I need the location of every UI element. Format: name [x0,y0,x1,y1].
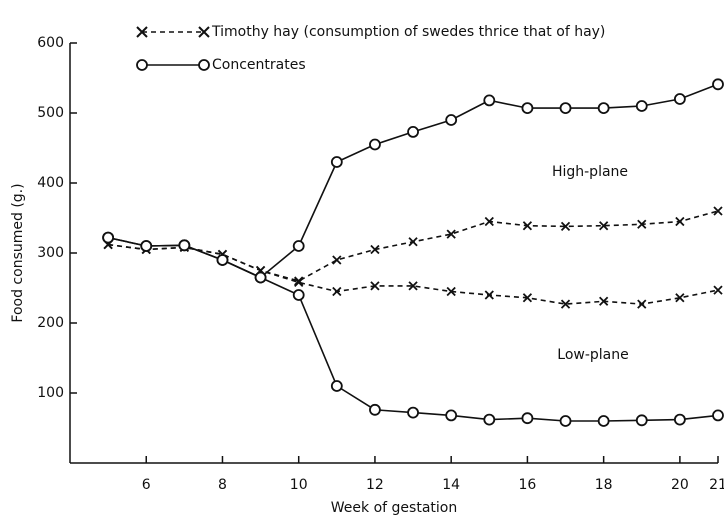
point [332,255,342,265]
y-tick-label: 300 [37,245,64,261]
x-tick-label: 18 [595,477,613,493]
point [675,216,685,227]
point [521,412,534,425]
point [635,100,648,112]
point [712,409,724,422]
point [330,156,343,168]
point [407,406,419,419]
point [445,114,458,126]
point [637,299,647,309]
point [597,415,610,427]
point [484,290,494,300]
point [522,221,533,231]
point [294,277,304,288]
point [599,296,609,306]
x-tick-label: 20 [671,477,689,493]
point [522,293,533,303]
point [673,413,686,426]
point [637,219,647,229]
point [712,78,724,91]
y-tick-label: 400 [37,175,64,191]
point [521,102,534,114]
annotation: Low-plane [557,347,628,363]
x-tick-label: 6 [142,477,151,493]
point [370,244,380,255]
y-tick-label: 100 [37,385,64,401]
series-line [107,236,719,422]
legend-label: Concentrates [212,57,306,73]
x-tick-label: 8 [218,477,227,493]
point [484,216,494,227]
x-tick-label: 21 [709,477,724,493]
point [675,293,685,303]
series-line [108,210,719,282]
point [369,403,381,416]
point [713,285,723,295]
point [332,286,342,297]
point [635,414,648,427]
point [292,240,305,252]
point [559,415,572,427]
annotation: High-plane [552,164,628,180]
point [483,413,496,426]
point [560,221,571,232]
point [446,286,456,297]
point [673,93,686,105]
series-line [107,83,719,279]
legend-label: Timothy hay (consumption of swedes thric… [211,24,605,40]
point [178,239,191,252]
point [597,102,610,114]
x-tick-label: 14 [442,477,460,493]
y-tick-label: 200 [37,315,64,331]
point [559,102,572,114]
point [292,289,305,301]
x-tick-label: 10 [290,477,308,493]
legend-marker [198,26,210,38]
x-axis-label: Week of gestation [331,500,457,516]
point [445,409,458,422]
point [216,254,229,266]
point [330,380,343,392]
x-tick-label: 12 [366,477,384,493]
point [408,281,418,291]
legend-marker [136,26,148,38]
point [446,229,456,239]
point [369,138,381,151]
point [483,94,496,107]
point [408,237,418,247]
y-tick-label: 600 [37,35,64,51]
point [140,240,153,252]
point [102,231,115,244]
point [370,281,380,291]
legend-marker [136,59,148,71]
series-line [108,243,719,305]
y-tick-label: 500 [37,105,64,121]
point [407,125,419,138]
x-tick-label: 16 [518,477,536,493]
point [560,299,571,309]
legend-marker [198,59,210,71]
point [254,271,267,284]
point [713,206,723,216]
point [599,221,609,231]
y-axis-label: Food consumed (g.) [10,183,26,322]
